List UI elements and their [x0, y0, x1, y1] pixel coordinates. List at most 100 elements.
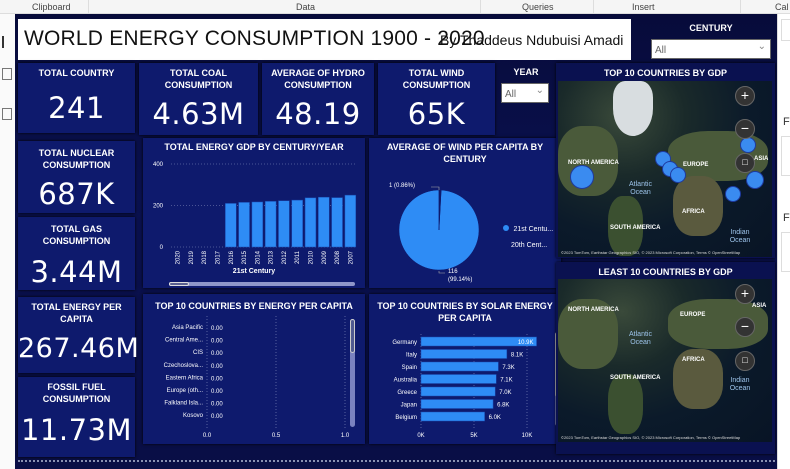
y-category-label: Czechoslova...	[164, 363, 204, 369]
map-canvas[interactable]: NORTH AMERICA EUROPE ASIA AFRICA SOUTH A…	[558, 81, 772, 257]
x-tick-label: 2013	[269, 250, 275, 264]
pie-data-label-20th: 1 (0.86%)	[389, 183, 416, 189]
map-label-north-america: NORTH AMERICA	[568, 307, 619, 313]
map-label-asia: ASIA	[752, 303, 767, 309]
zoom-out-button[interactable]: −	[735, 119, 755, 139]
map-canvas[interactable]: NORTH AMERICA EUROPE ASIA AFRICA SOUTH A…	[558, 279, 772, 442]
y-tick-label: 200	[153, 204, 164, 210]
y-category-label: Germany	[392, 340, 417, 346]
ribbon-calculations[interactable]: Cal	[775, 2, 789, 12]
map-label-indian: Indian Ocean	[729, 229, 751, 244]
filter-well[interactable]	[781, 232, 790, 272]
gdp-bubble[interactable]	[740, 137, 756, 153]
x-tick-label: 0K	[417, 433, 424, 439]
y-category-label: Europe (oth...	[167, 388, 204, 394]
century-dropdown[interactable]: All ⌄	[651, 39, 771, 59]
divider	[593, 0, 594, 14]
chart-title: TOP 10 COUNTRIES BY SOLAR ENERGY PER CAP…	[377, 301, 553, 323]
gdp-bubble[interactable]	[570, 165, 594, 189]
gdp-bubble[interactable]	[670, 167, 686, 183]
kpi-label: TOTAL GAS CONSUMPTION	[42, 224, 111, 246]
data-label: 6.0K	[489, 415, 501, 421]
bar	[420, 411, 485, 422]
x-tick-label: 2010	[309, 250, 315, 264]
x-tick-label: 10K	[522, 433, 533, 439]
top10-gdp-map: TOP 10 COUNTRIES BY GDP NORTH AMERICA EU…	[556, 63, 775, 258]
zoom-out-button[interactable]: −	[735, 317, 755, 337]
x-tick-label: 2017	[216, 250, 222, 264]
energy-per-capita-chart: TOP 10 COUNTRIES BY ENERGY PER CAPITA 0.…	[143, 294, 365, 444]
map-label-south-america: SOUTH AMERICA	[610, 225, 661, 231]
scrollbar-thumb[interactable]	[350, 319, 355, 353]
model-view-icon[interactable]	[2, 108, 12, 120]
kpi-avg-hydro: AVERAGE OF HYDRO CONSUMPTION 48.19	[262, 63, 374, 135]
x-tick-label: 2016	[229, 250, 235, 264]
x-tick-label: 0.0	[203, 433, 212, 439]
chevron-down-icon: ⌄	[757, 41, 766, 52]
x-tick-label: 2014	[255, 250, 261, 264]
leader-line	[431, 186, 440, 190]
x-axis-label: 21st Century	[232, 268, 276, 275]
bar	[251, 201, 264, 248]
x-tick-label: 2008	[335, 250, 341, 264]
y-category-label: Greece	[397, 390, 417, 396]
year-slicer-label: YEAR	[513, 67, 539, 77]
y-category-label: Eastern Africa	[166, 375, 204, 381]
horizontal-scrollbar[interactable]	[169, 282, 355, 286]
y-category-label: Australia	[394, 378, 418, 384]
x-tick-label: 5K	[470, 433, 477, 439]
filter-label: F	[783, 116, 790, 128]
select-area-icon[interactable]: □	[735, 153, 755, 173]
x-tick-label: 2019	[189, 250, 195, 264]
map-label-atlantic: Atlantic Ocean	[629, 331, 652, 346]
greenland-shape	[613, 81, 653, 136]
legend-item[interactable]: 20th Cent...	[511, 234, 547, 252]
report-canvas: WORLD ENERGY CONSUMPTION 1900 - 2020 By …	[15, 14, 777, 469]
ribbon-queries[interactable]: Queries	[522, 2, 554, 12]
filter-well[interactable]	[781, 136, 790, 176]
ribbon-clipboard[interactable]: Clipboard	[32, 2, 71, 12]
south-america-shape	[608, 374, 643, 434]
y-tick-label: 400	[153, 162, 164, 168]
ribbon-data[interactable]: Data	[296, 2, 316, 12]
least10-gdp-map: LEAST 10 COUNTRIES BY GDP NORTH AMERICA …	[556, 262, 775, 454]
zoom-in-button[interactable]: +	[735, 86, 755, 106]
page-title: WORLD ENERGY CONSUMPTION 1900 - 2020	[24, 27, 485, 50]
scrollbar-thumb[interactable]	[169, 282, 189, 286]
select-area-icon[interactable]: □	[735, 351, 755, 371]
kpi-value: 267.46M	[18, 333, 140, 364]
kpi-total-gas: TOTAL GAS CONSUMPTION 3.44M	[18, 217, 135, 290]
divider	[740, 0, 741, 14]
divider	[480, 0, 481, 14]
chevron-down-icon: ⌄	[535, 85, 544, 96]
filter-well[interactable]	[781, 19, 790, 41]
gdp-bubble[interactable]	[746, 171, 764, 189]
vertical-scrollbar[interactable]	[350, 319, 355, 427]
gdp-bubble[interactable]	[725, 186, 741, 202]
x-tick-label: 2020	[176, 250, 182, 264]
zoom-in-button[interactable]: +	[735, 284, 755, 304]
ribbon-insert[interactable]: Insert	[632, 2, 655, 12]
bar	[318, 196, 330, 248]
kpi-label: TOTAL WIND CONSUMPTION	[402, 68, 471, 90]
bar	[420, 399, 494, 409]
year-dropdown[interactable]: All ⌄	[501, 83, 549, 103]
x-tick-label: 2018	[202, 250, 208, 264]
map-label-north-america: NORTH AMERICA	[568, 160, 619, 166]
map-label-south-america: SOUTH AMERICA	[610, 375, 661, 381]
data-label: 10.9K	[518, 340, 534, 346]
chart-title: AVERAGE OF WIND PER CAPITA BY CENTURY	[386, 142, 544, 164]
legend-item[interactable]: 21st Centu...	[503, 218, 553, 236]
map-label-indian: Indian Ocean	[729, 377, 751, 392]
filter-label: F	[783, 212, 790, 224]
map-title: LEAST 10 COUNTRIES BY GDP	[598, 267, 733, 277]
table-view-icon[interactable]	[2, 68, 12, 80]
bar-chart-svg: 0.0 0.5 1.0 Asia Pacific 0.00 Central Ame... 0…	[164, 316, 350, 439]
report-view-icon[interactable]	[2, 36, 5, 48]
bar	[264, 201, 277, 248]
bar-chart-svg: 0K 5K 10K Germany 10.9K Italy 8.1K Spain 7.3K Aus…	[392, 334, 537, 439]
kpi-value: 65K	[407, 97, 466, 131]
africa-shape	[673, 349, 723, 409]
leader-line	[438, 271, 445, 274]
century-selected-value: All	[655, 45, 667, 56]
